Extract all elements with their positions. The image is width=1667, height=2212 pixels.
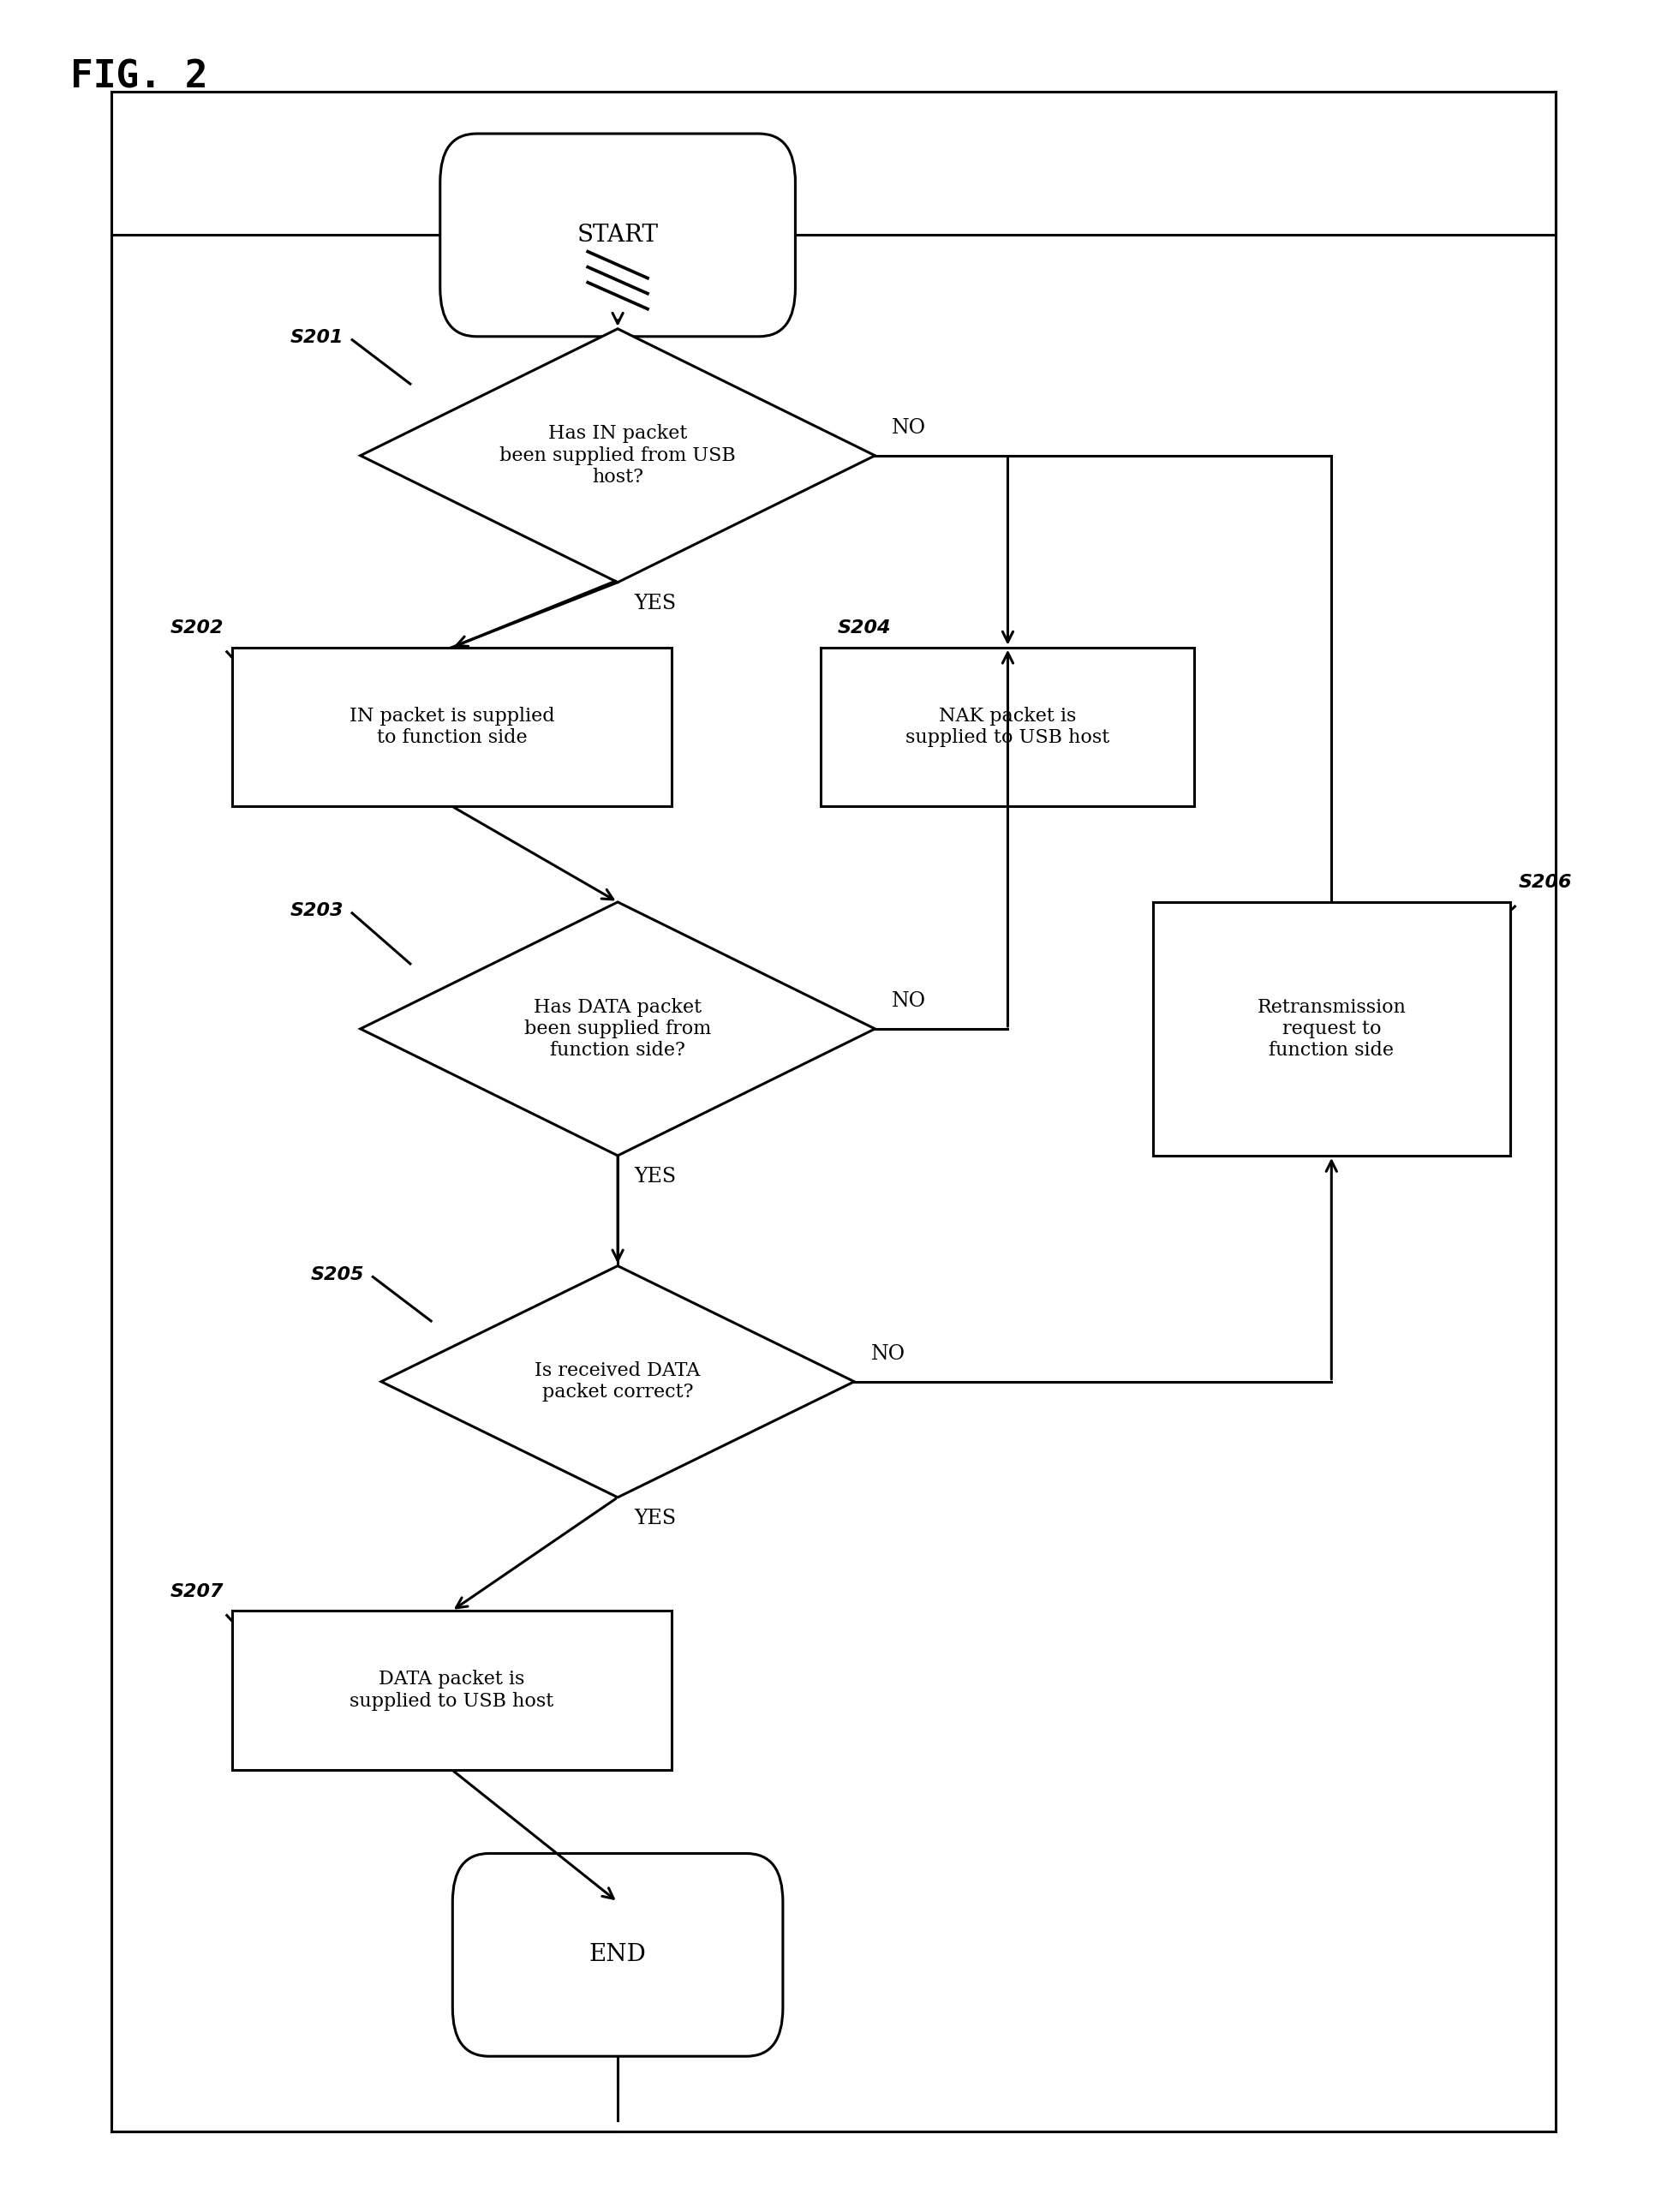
Text: DATA packet is
supplied to USB host: DATA packet is supplied to USB host xyxy=(350,1670,553,1710)
Text: Has IN packet
been supplied from USB
host?: Has IN packet been supplied from USB hos… xyxy=(500,425,735,487)
Text: NO: NO xyxy=(870,1345,905,1365)
Text: NO: NO xyxy=(892,418,925,438)
Text: S201: S201 xyxy=(290,330,343,345)
Polygon shape xyxy=(360,902,875,1155)
Text: NAK packet is
supplied to USB host: NAK packet is supplied to USB host xyxy=(905,706,1110,748)
FancyBboxPatch shape xyxy=(452,1854,783,2057)
Text: Retransmission
request to
function side: Retransmission request to function side xyxy=(1257,998,1405,1060)
Bar xyxy=(1154,902,1510,1155)
Text: YES: YES xyxy=(635,1509,677,1528)
Text: YES: YES xyxy=(635,1166,677,1186)
Text: YES: YES xyxy=(635,593,677,613)
Text: Has DATA packet
been supplied from
function side?: Has DATA packet been supplied from funct… xyxy=(523,998,712,1060)
Text: NO: NO xyxy=(892,991,925,1011)
Bar xyxy=(822,648,1195,805)
FancyBboxPatch shape xyxy=(440,133,795,336)
Text: S207: S207 xyxy=(170,1584,223,1599)
Bar xyxy=(232,1610,672,1770)
Text: S204: S204 xyxy=(837,619,892,637)
Text: S206: S206 xyxy=(1519,874,1572,891)
Text: Is received DATA
packet correct?: Is received DATA packet correct? xyxy=(535,1360,700,1402)
Text: S203: S203 xyxy=(290,902,343,920)
Bar xyxy=(232,648,672,805)
Text: FIG. 2: FIG. 2 xyxy=(70,60,207,95)
Text: END: END xyxy=(588,1944,647,1966)
Polygon shape xyxy=(360,330,875,582)
Text: START: START xyxy=(577,223,658,248)
Text: S202: S202 xyxy=(170,619,223,637)
Text: IN packet is supplied
to function side: IN packet is supplied to function side xyxy=(348,706,555,748)
Polygon shape xyxy=(382,1265,854,1498)
Text: S205: S205 xyxy=(312,1265,365,1283)
